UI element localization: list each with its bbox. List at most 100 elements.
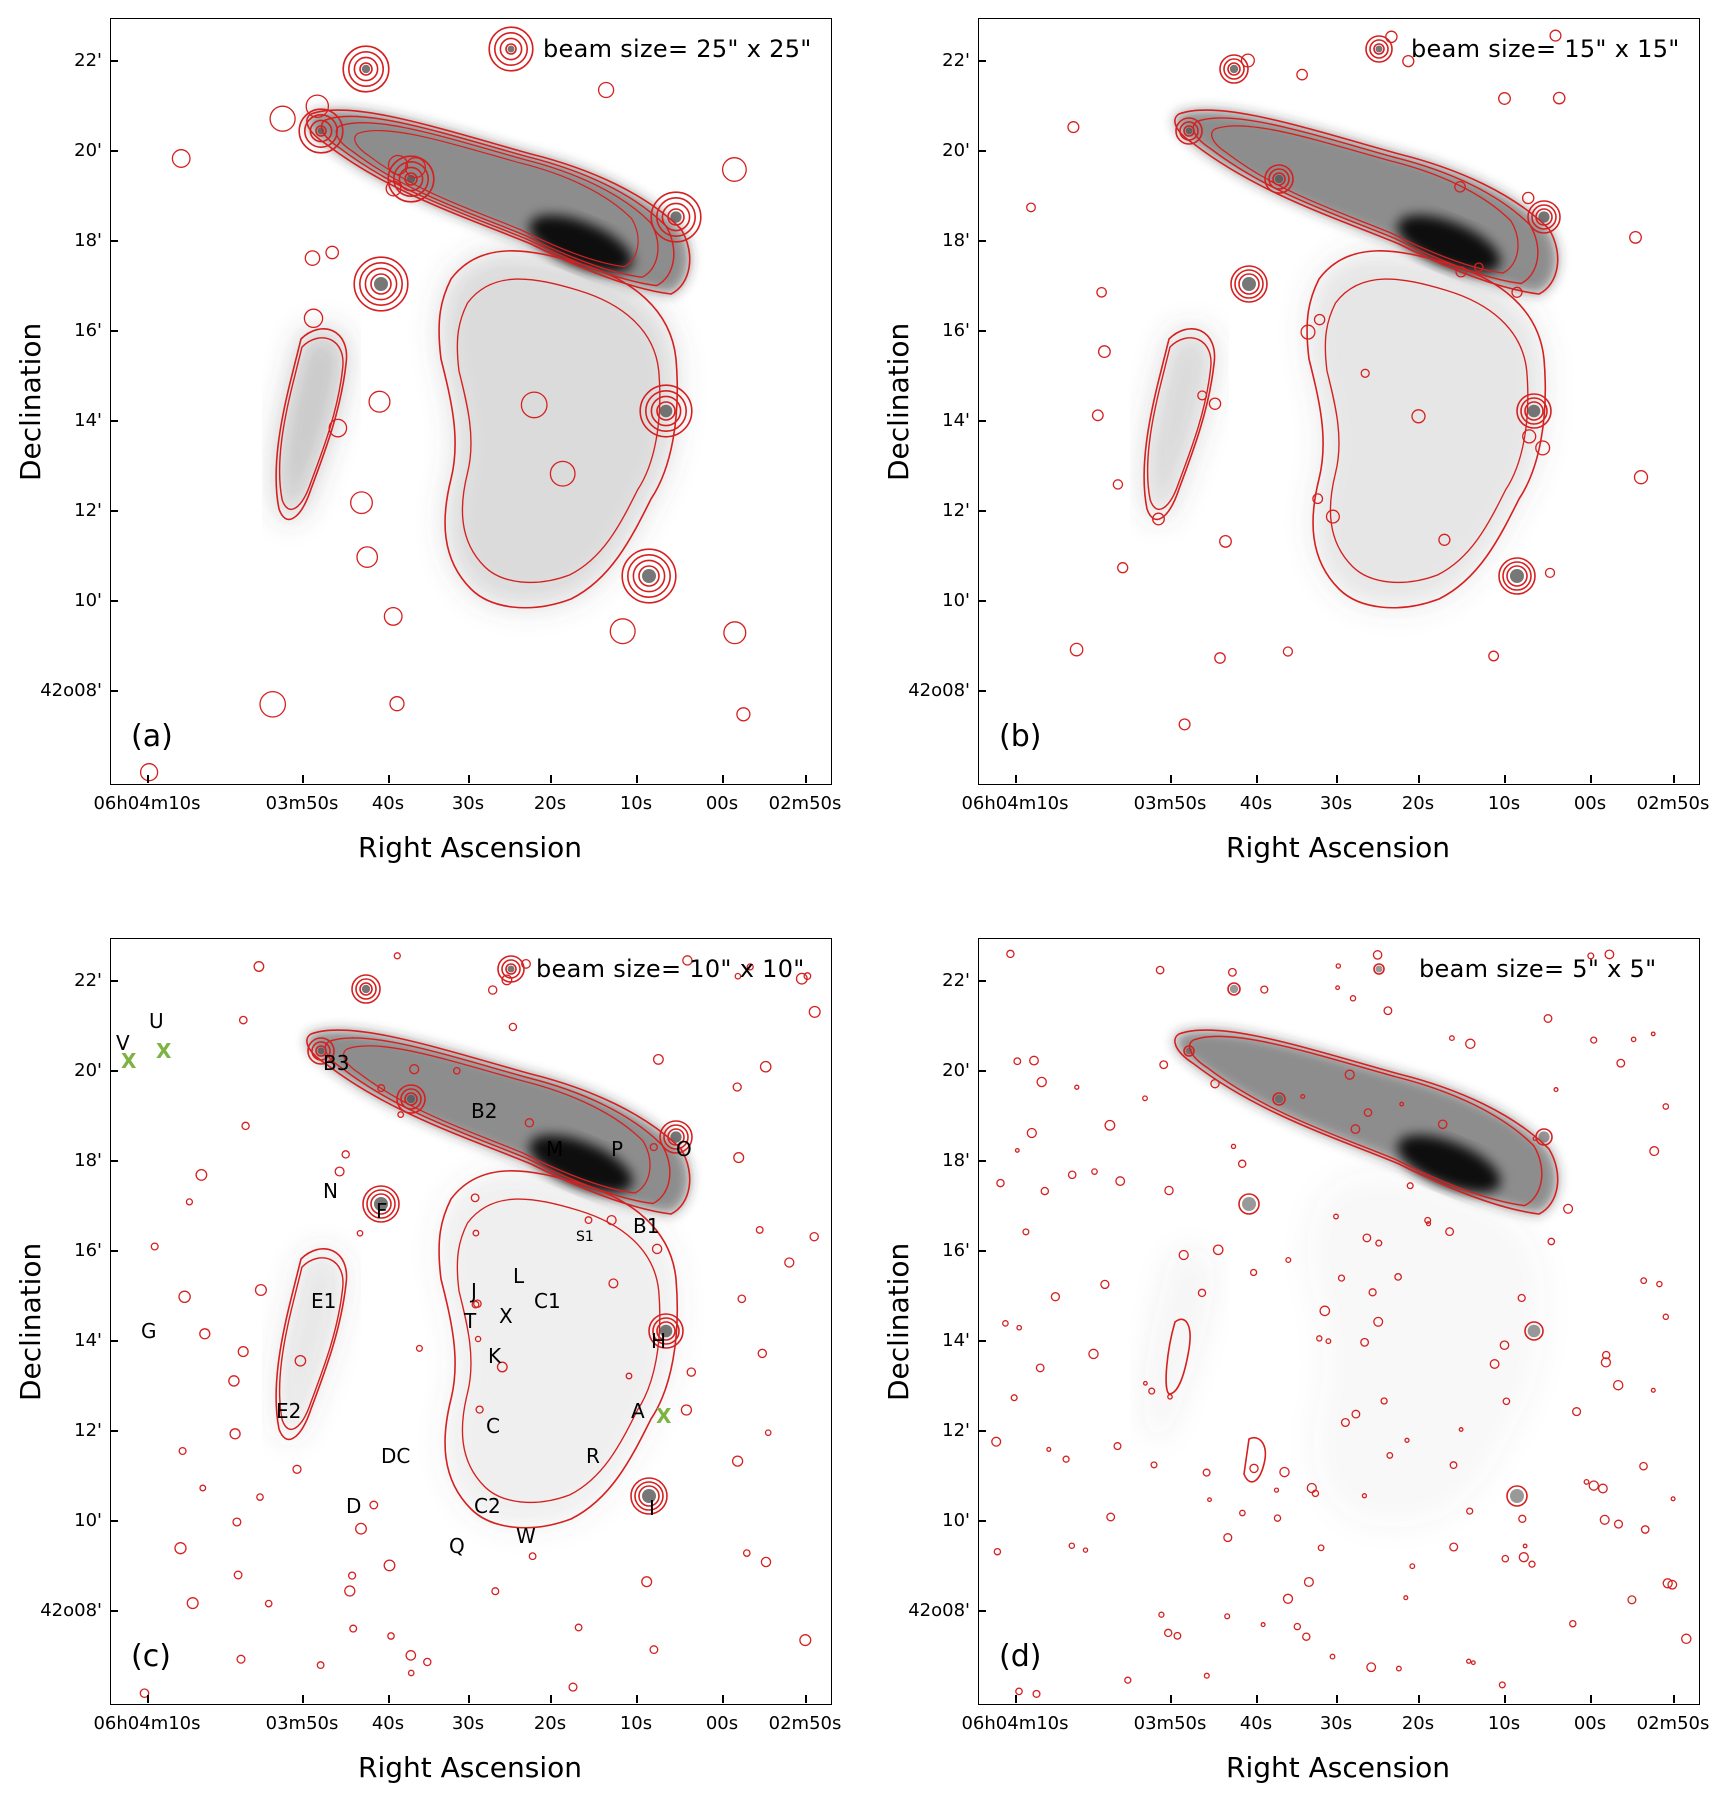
y-tick-mark	[978, 1250, 986, 1252]
noise-contour	[1662, 1578, 1673, 1589]
noise-contour	[1424, 1216, 1432, 1224]
noise-contour	[1010, 1394, 1018, 1402]
noise-contour	[475, 1405, 484, 1414]
noise-contour	[1067, 1170, 1077, 1180]
noise-contour	[1100, 1279, 1110, 1290]
x-tick-label: 06h04m10s	[961, 793, 1069, 814]
contour-map	[1026, 29, 1649, 731]
noise-contour	[389, 696, 405, 712]
noise-contour	[1402, 54, 1415, 68]
y-axis-title: Declination	[14, 1242, 47, 1401]
noise-contour	[784, 1257, 795, 1268]
noise-contour	[742, 1549, 751, 1557]
greyscale-emission	[1144, 45, 1558, 608]
source-label-e2: E2	[276, 1399, 302, 1423]
y-tick-mark	[978, 600, 986, 602]
source-contour	[304, 114, 339, 149]
y-tick-mark	[978, 1520, 986, 1522]
red-contours	[1143, 35, 1561, 609]
source-contour	[493, 31, 528, 67]
y-tick-mark	[110, 1340, 118, 1342]
source-label-f: F	[376, 1199, 388, 1223]
compact-sources	[139, 952, 821, 1699]
x-tick-label: 02m50s	[768, 1713, 842, 1734]
x-tick-label: 03m50s	[265, 1713, 339, 1734]
noise-contour	[1202, 1468, 1211, 1477]
noise-contour	[1082, 1547, 1089, 1553]
x-tick-label: 10s	[619, 1713, 653, 1734]
noise-contour	[1403, 1595, 1409, 1601]
noise-contour	[1029, 1055, 1039, 1066]
noise-contour	[471, 1300, 480, 1309]
source-contour	[652, 1317, 680, 1345]
noise-contour	[1273, 1487, 1280, 1493]
noise-contour	[233, 1570, 243, 1580]
noise-contour	[803, 972, 812, 981]
noise-contour	[1197, 1288, 1207, 1298]
noise-contour	[568, 1682, 578, 1692]
x-tick-mark	[1015, 1695, 1017, 1703]
noise-contour	[1588, 1480, 1600, 1491]
noise-contour	[1142, 1380, 1148, 1386]
source-contour	[1230, 265, 1268, 303]
noise-contour	[254, 1283, 267, 1297]
noise-contour	[1214, 652, 1226, 664]
noise-contour	[1385, 30, 1398, 44]
noise-contour	[734, 972, 742, 980]
source-contour	[1531, 204, 1557, 230]
source-label-x: X	[499, 1304, 513, 1328]
noise-contour	[232, 1517, 242, 1527]
point-source	[1242, 277, 1256, 291]
y-tick-mark	[978, 980, 986, 982]
noise-contour	[452, 1066, 461, 1075]
noise-contour	[520, 391, 548, 419]
x-tick-mark	[1590, 775, 1592, 783]
ridge-contour	[1165, 1318, 1191, 1395]
noise-contour	[1445, 1227, 1455, 1237]
noise-contour	[996, 1178, 1005, 1188]
noise-contour	[1600, 1357, 1612, 1368]
point-source	[374, 277, 388, 291]
x-tick-mark	[1673, 1695, 1675, 1703]
noise-contour	[397, 1111, 405, 1119]
noise-contour	[1458, 1427, 1464, 1432]
x-tick-label: 20s	[533, 1713, 567, 1734]
source-contour	[1365, 35, 1393, 63]
noise-contour	[316, 1661, 325, 1670]
source-contour	[342, 45, 390, 93]
noise-contour	[1068, 1542, 1076, 1549]
source-contour	[348, 50, 385, 88]
x-tick-label: 02m50s	[1636, 1713, 1710, 1734]
noise-contour	[1158, 1611, 1165, 1618]
halo-contour	[456, 278, 661, 584]
y-tick-mark	[110, 1160, 118, 1162]
x-tick-mark	[1015, 775, 1017, 783]
y-tick-mark	[978, 1340, 986, 1342]
point-source	[361, 64, 371, 74]
halo-contour	[438, 1170, 679, 1529]
x-tick-label: 06h04m10s	[93, 793, 201, 814]
source-label-r: R	[586, 1444, 600, 1468]
noise-contour	[1300, 1093, 1306, 1100]
point-source	[1375, 45, 1383, 53]
x-tick-label: 20s	[1401, 1713, 1435, 1734]
source-label-u: U	[149, 1009, 164, 1033]
noise-contour	[737, 1294, 747, 1304]
point-source	[374, 1197, 388, 1211]
noise-contour	[334, 1166, 345, 1177]
noise-contour	[1022, 1228, 1030, 1236]
source-contour	[1268, 168, 1290, 190]
noise-contour	[1303, 1576, 1314, 1588]
y-tick-mark	[978, 420, 986, 422]
source-contour	[655, 197, 696, 238]
noise-contour	[292, 1464, 302, 1474]
source-contour	[650, 395, 682, 427]
noise-contour	[409, 1064, 420, 1075]
x-tick-label: 00s	[705, 1713, 739, 1734]
noise-contour	[1455, 266, 1467, 278]
source-contour	[626, 553, 671, 598]
noise-contour	[795, 972, 808, 985]
noise-contour	[746, 963, 754, 971]
x-tick-mark	[1504, 775, 1506, 783]
x-tick-mark	[147, 775, 149, 783]
